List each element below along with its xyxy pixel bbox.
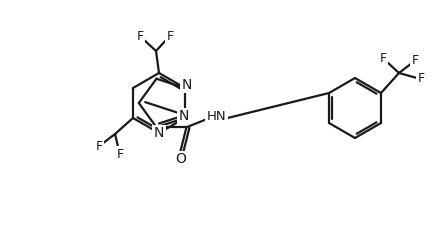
Text: N: N xyxy=(179,109,189,123)
Text: F: F xyxy=(95,139,102,152)
Text: N: N xyxy=(154,126,164,140)
Text: F: F xyxy=(411,55,418,67)
Text: HN: HN xyxy=(207,110,226,123)
Text: F: F xyxy=(418,72,424,85)
Text: F: F xyxy=(166,30,174,43)
Text: F: F xyxy=(379,52,387,66)
Text: F: F xyxy=(136,30,144,43)
Text: N: N xyxy=(182,78,192,92)
Text: O: O xyxy=(175,152,186,166)
Text: F: F xyxy=(116,148,124,160)
